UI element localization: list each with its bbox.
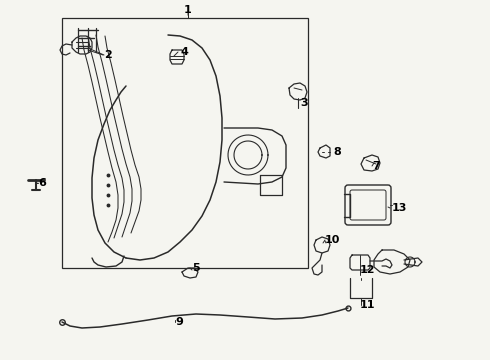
Text: 11: 11 (360, 300, 375, 310)
Text: 9: 9 (175, 317, 183, 327)
Text: 8: 8 (333, 147, 341, 157)
Text: 12: 12 (360, 265, 375, 275)
Text: 2: 2 (104, 50, 112, 60)
Text: 3: 3 (300, 98, 308, 108)
Text: 6: 6 (38, 178, 46, 188)
Text: 7: 7 (372, 161, 380, 171)
Text: 4: 4 (180, 47, 188, 57)
Text: 13: 13 (392, 203, 407, 213)
Text: 5: 5 (192, 263, 199, 273)
Text: 1: 1 (184, 5, 192, 15)
Text: 10: 10 (325, 235, 341, 245)
Bar (62, 18, 308, 268)
